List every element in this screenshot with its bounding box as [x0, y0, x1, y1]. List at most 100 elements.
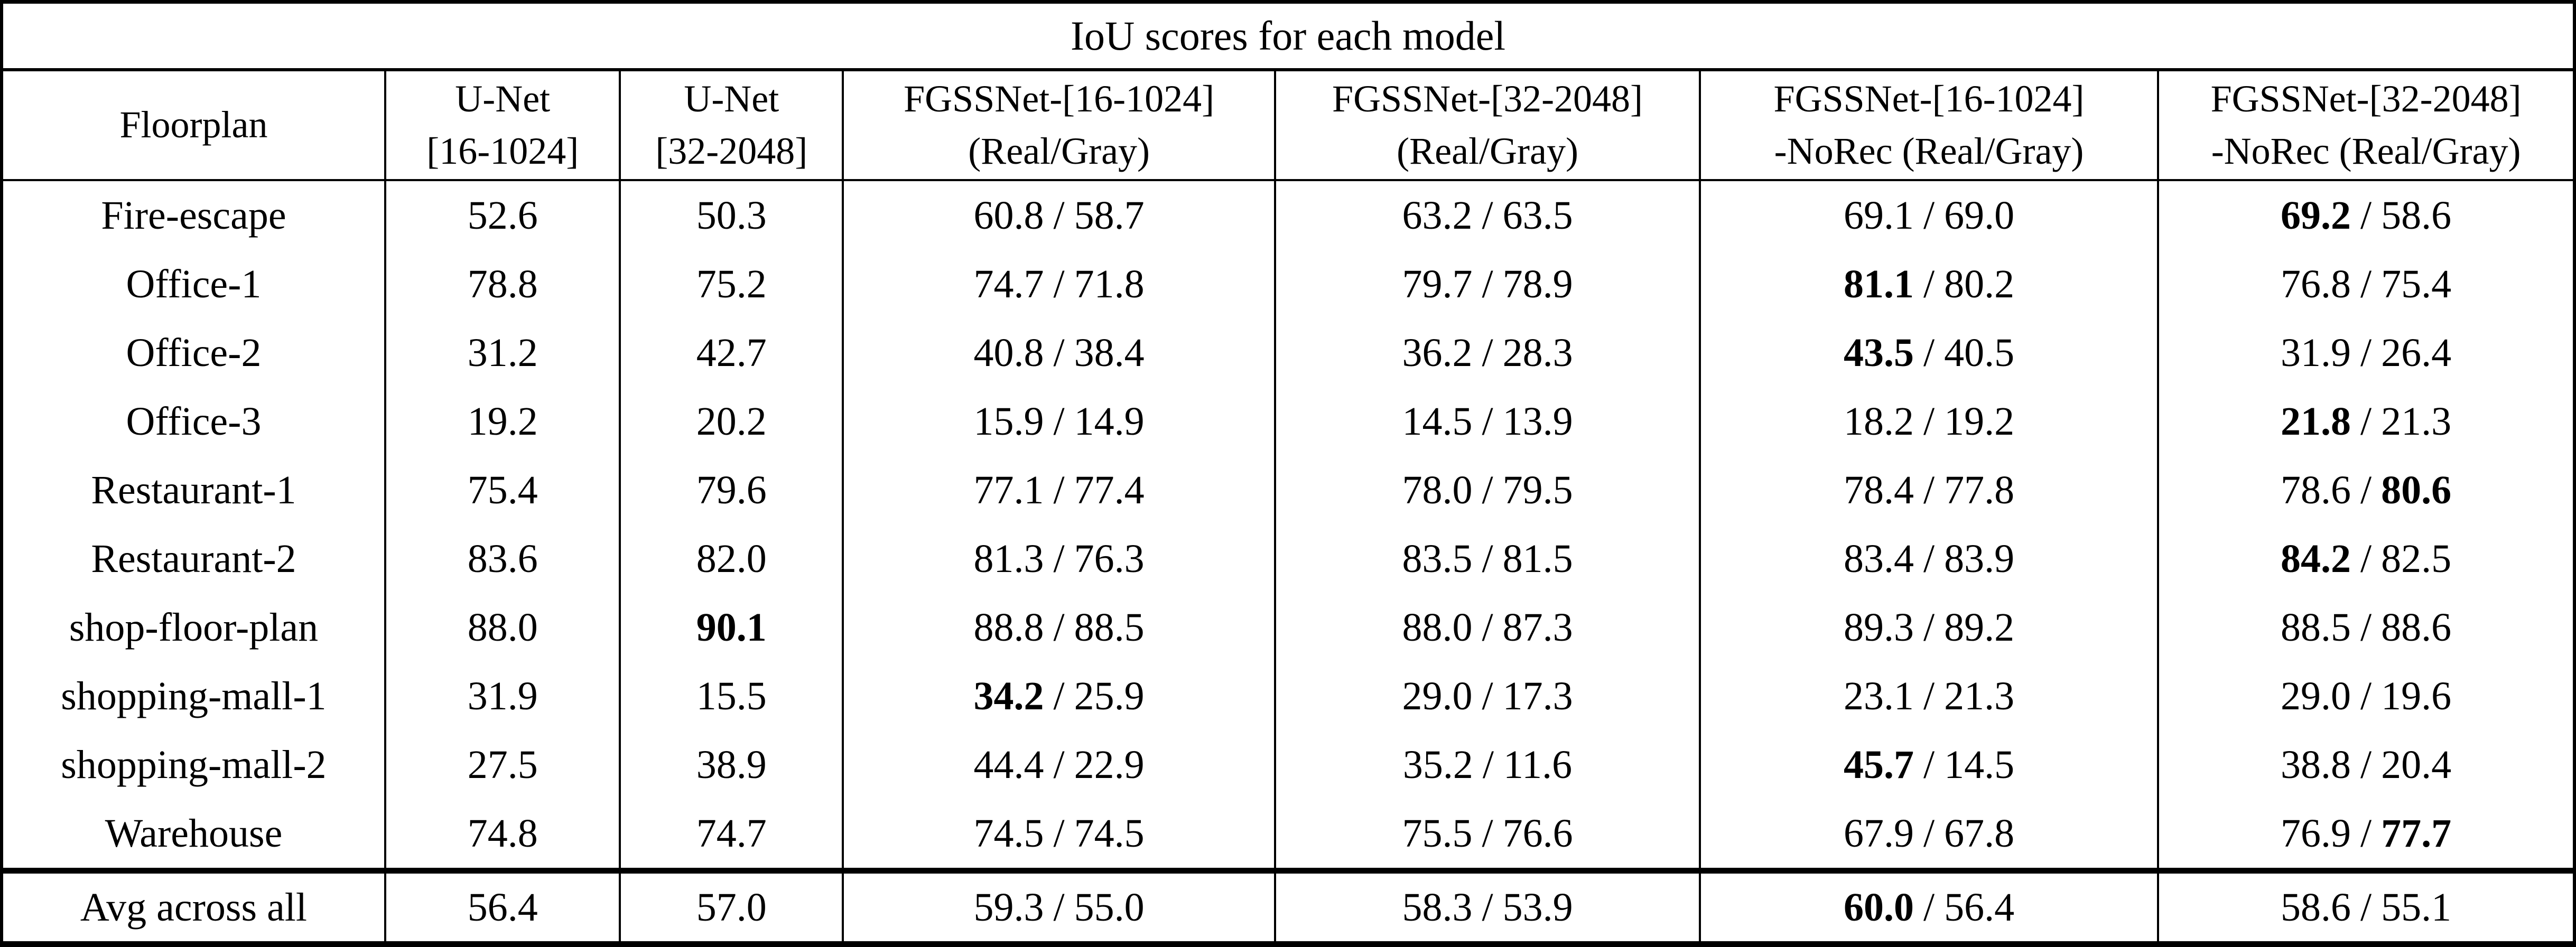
score-cell: 38.9	[619, 730, 843, 799]
score-gray: 76.6	[1502, 811, 1573, 856]
score-gray: 22.9	[1074, 742, 1145, 787]
slash-separator: /	[2360, 261, 2372, 306]
score-gray: 19.6	[2381, 673, 2452, 718]
avg-row: Avg across all 56.4 57.0 59.3/55.0 58.3/53.9…	[2, 868, 2574, 944]
score-gray: 38.4	[1074, 330, 1145, 375]
score-value: 31.9	[467, 673, 538, 718]
score-real: 43.5	[1843, 330, 1914, 375]
score-gray: 63.5	[1502, 193, 1573, 238]
table-row: shopping-mall-1 31.9 15.5 34.2/25.9 29.0/17.…	[2, 662, 2574, 730]
score-gray: 21.3	[1944, 673, 2015, 718]
score-cell: 56.4	[384, 868, 620, 944]
score-cell: 82.0	[619, 524, 843, 593]
column-header-line1: FGSSNet-[32-2048]	[1332, 77, 1643, 120]
score-real: 63.2	[1402, 193, 1473, 238]
slash-separator: /	[1482, 193, 1493, 238]
column-header-line2: (Real/Gray)	[968, 130, 1150, 172]
score-value: 15.5	[696, 673, 767, 718]
score-cell: 79.6	[619, 456, 843, 524]
header-row: Floorplan U-Net [16-1024] U-Net [32-2048…	[2, 70, 2574, 181]
score-real: 81.3	[973, 536, 1044, 581]
column-header-line2: (Real/Gray)	[1397, 130, 1578, 172]
score-cell: 59.3/55.0	[842, 868, 1276, 944]
table-row: Office-2 31.2 42.7 40.8/38.4 36.2/28.3 43.5/4…	[2, 318, 2574, 387]
floorplan-cell: shopping-mall-1	[2, 662, 385, 730]
score-value: 88.0	[467, 605, 538, 650]
score-cell: 60.8/58.7	[842, 180, 1276, 250]
score-real: 77.1	[973, 467, 1044, 512]
score-gray: 87.3	[1502, 605, 1573, 650]
floorplan-label: Fire-escape	[101, 193, 286, 238]
score-gray: 55.0	[1074, 885, 1145, 930]
floorplan-cell: Office-1	[2, 250, 385, 318]
score-value: 82.0	[696, 536, 767, 581]
column-header-line2: -NoRec (Real/Gray)	[2211, 130, 2521, 172]
score-gray: 80.6	[2381, 467, 2452, 512]
score-value: 31.2	[467, 330, 538, 375]
score-value: 19.2	[467, 399, 538, 444]
score-cell: 81.1/80.2	[1698, 250, 2159, 318]
score-value: 57.0	[696, 885, 767, 930]
score-gray: 88.5	[1074, 605, 1145, 650]
slash-separator: /	[1923, 193, 1935, 238]
score-cell: 63.2/63.5	[1274, 180, 1700, 250]
score-gray: 83.9	[1944, 536, 2015, 581]
score-real: 76.8	[2281, 261, 2351, 306]
score-gray: 14.9	[1074, 399, 1145, 444]
score-real: 60.8	[973, 193, 1044, 238]
score-cell: 75.2	[619, 250, 843, 318]
slash-separator: /	[1923, 330, 1935, 375]
floorplan-cell: Office-3	[2, 387, 385, 456]
slash-separator: /	[1053, 399, 1065, 444]
slash-separator: /	[1923, 605, 1935, 650]
score-cell: 42.7	[619, 318, 843, 387]
slash-separator: /	[2360, 330, 2372, 375]
score-cell: 38.8/20.4	[2157, 730, 2574, 799]
score-cell: 58.3/53.9	[1274, 868, 1700, 944]
table-row: Fire-escape 52.6 50.3 60.8/58.7 63.2/63.5 69.…	[2, 180, 2574, 250]
score-real: 15.9	[973, 399, 1044, 444]
slash-separator: /	[1482, 330, 1493, 375]
table-row: Warehouse 74.8 74.7 74.5/74.5 75.5/76.6 67.9/…	[2, 799, 2574, 871]
score-gray: 17.3	[1502, 673, 1573, 718]
score-value: 27.5	[467, 742, 538, 787]
slash-separator: /	[1053, 811, 1065, 856]
score-cell: 18.2/19.2	[1698, 387, 2159, 456]
score-cell: 76.8/75.4	[2157, 250, 2574, 318]
score-real: 58.3	[1402, 885, 1473, 930]
score-cell: 60.0/56.4	[1698, 868, 2159, 944]
score-cell: 58.6/55.1	[2157, 868, 2574, 944]
floorplan-label: shopping-mall-2	[61, 742, 327, 787]
score-cell: 31.9	[384, 662, 620, 730]
score-cell: 88.5/88.6	[2157, 593, 2574, 662]
score-real: 36.2	[1402, 330, 1473, 375]
slash-separator: /	[1053, 193, 1065, 238]
slash-separator: /	[1053, 261, 1065, 306]
score-value: 42.7	[696, 330, 767, 375]
slash-separator: /	[1482, 885, 1493, 930]
floorplan-cell: Restaurant-2	[2, 524, 385, 593]
score-cell: 74.8	[384, 799, 620, 871]
score-cell: 29.0/19.6	[2157, 662, 2574, 730]
score-value: 74.7	[696, 811, 767, 856]
score-real: 78.4	[1843, 467, 1914, 512]
score-gray: 58.7	[1074, 193, 1145, 238]
score-cell: 84.2/82.5	[2157, 524, 2574, 593]
score-cell: 88.8/88.5	[842, 593, 1276, 662]
score-cell: 19.2	[384, 387, 620, 456]
score-real: 83.4	[1843, 536, 1914, 581]
score-real: 88.8	[973, 605, 1044, 650]
column-header-label: Floorplan	[119, 104, 268, 146]
score-gray: 26.4	[2381, 330, 2452, 375]
score-cell: 74.7/71.8	[842, 250, 1276, 318]
score-gray: 25.9	[1074, 673, 1145, 718]
score-gray: 69.0	[1944, 193, 2015, 238]
floorplan-cell: Fire-escape	[2, 180, 385, 250]
score-value: 78.8	[467, 261, 538, 306]
score-cell: 89.3/89.2	[1698, 593, 2159, 662]
score-real: 88.5	[2281, 605, 2351, 650]
slash-separator: /	[1053, 330, 1065, 375]
score-real: 89.3	[1843, 605, 1914, 650]
score-cell: 75.4	[384, 456, 620, 524]
floorplan-label: Avg across all	[80, 885, 308, 930]
